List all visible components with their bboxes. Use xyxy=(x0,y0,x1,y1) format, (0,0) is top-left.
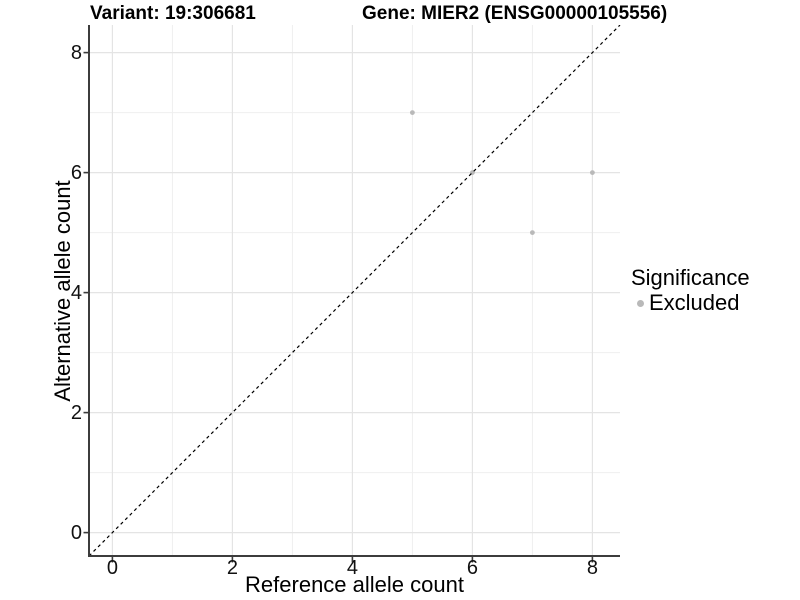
y-tick-label: 6 xyxy=(70,161,82,184)
plot-title-variant: Variant: 19:306681 xyxy=(90,3,256,24)
data-point-excluded xyxy=(530,230,535,236)
legend-item-label: Excluded xyxy=(649,290,740,315)
data-point-excluded xyxy=(590,170,595,176)
x-tick-label: 8 xyxy=(586,557,598,579)
y-tick-label: 0 xyxy=(70,521,82,544)
y-tick-label: 8 xyxy=(70,41,82,64)
legend-title: Significance xyxy=(631,265,750,290)
plot-title-gene: Gene: MIER2 (ENSG00000105556) xyxy=(362,3,668,24)
legend: Significance Excluded xyxy=(631,266,750,315)
plot-panel xyxy=(83,25,621,563)
y-tick-label: 4 xyxy=(70,281,82,304)
data-point-excluded xyxy=(410,110,415,115)
legend-key-dot-icon xyxy=(637,299,644,307)
x-tick-label: 4 xyxy=(346,557,358,579)
legend-items: Excluded xyxy=(631,291,750,315)
legend-item-excluded: Excluded xyxy=(631,291,750,315)
identity-reference-line xyxy=(88,25,621,557)
x-tick-label: 6 xyxy=(466,557,478,579)
x-tick-label: 0 xyxy=(106,557,118,579)
x-tick-label: 2 xyxy=(226,557,238,579)
y-tick-label: 2 xyxy=(70,401,82,424)
x-axis-title: Reference allele count xyxy=(245,572,464,597)
